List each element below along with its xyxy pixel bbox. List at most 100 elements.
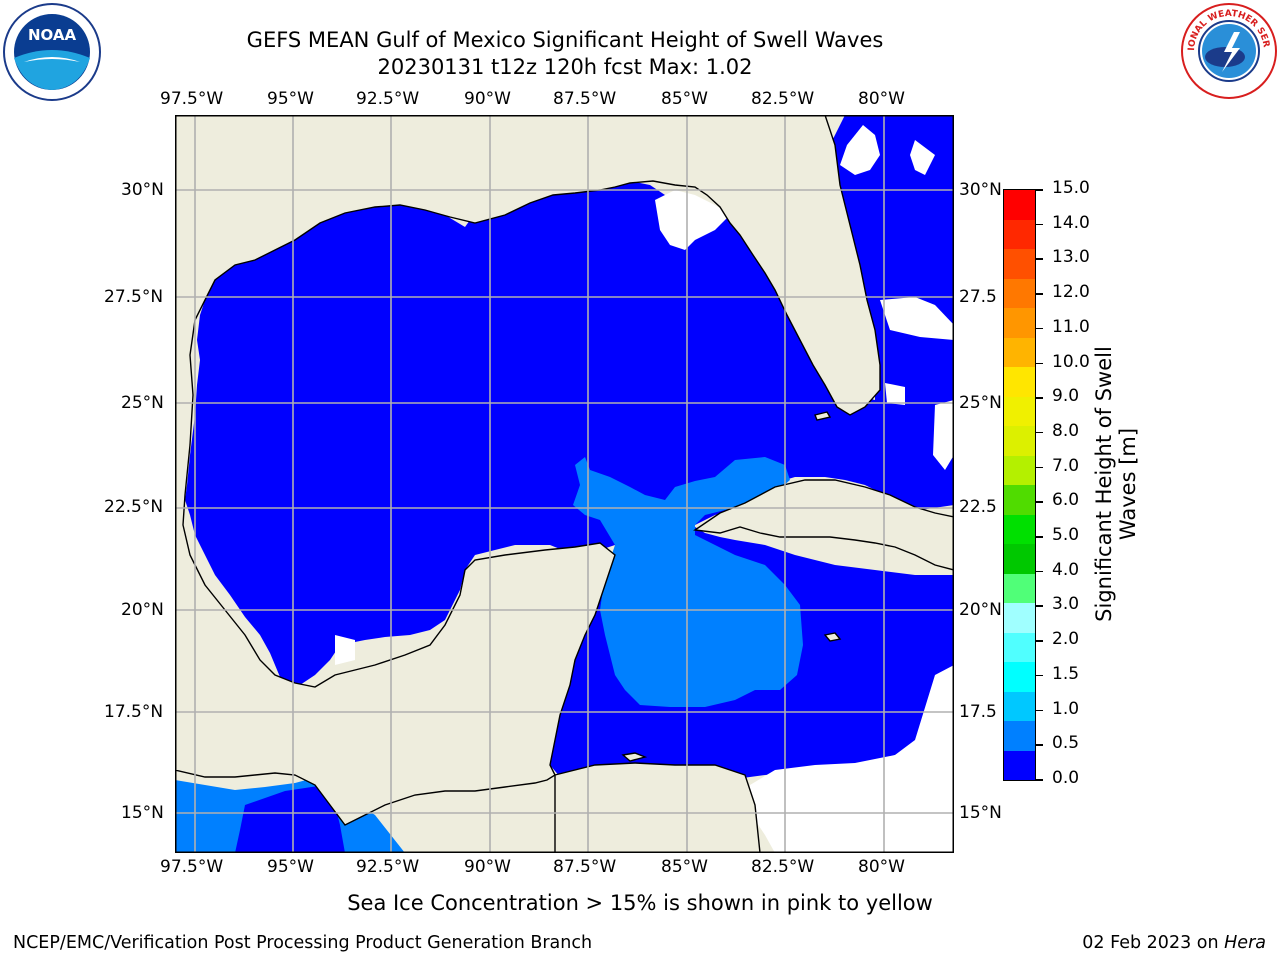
lat-label-right-1: 27.5 [959,287,997,307]
lat-label-right-0: 30°N [959,180,1002,200]
colorbar-tick [1036,431,1043,434]
lon-label-top-0: 97.5°W [160,89,224,109]
lat-label-left-1: 27.5°N [104,287,164,307]
colorbar-tick [1036,536,1043,538]
lon-label-top-1: 95°W [267,89,314,109]
colorbar-segment [1004,249,1035,279]
colorbar-tick-label: 3.0 [1052,594,1080,615]
lon-label-bottom-4: 87.5°W [553,857,617,877]
colorbar-segment [1004,367,1035,397]
colorbar-tick [1036,674,1043,677]
graticule [175,115,954,853]
colorbar-tick-label: 2.0 [1052,629,1080,650]
gulf-ocean [185,180,954,685]
colorbar-tick-label: 15.0 [1052,178,1090,198]
colorbar-segment [1004,603,1035,633]
colorbar-tick-label: 9.0 [1052,386,1080,407]
lat-label-left-0: 30°N [121,180,164,200]
colorbar-segment [1004,721,1035,751]
colorbar-segment [1004,426,1035,456]
lat-label-left-5: 17.5°N [104,702,164,722]
colorbar-segment [1004,514,1035,544]
colorbar-tick [1036,640,1043,642]
lat-label-left-2: 25°N [121,393,164,413]
colorbar [1003,189,1036,781]
colorbar-tick [1036,501,1043,503]
national-weather-service-logo-icon: NATIONAL WEATHER SERVICE [1176,0,1278,100]
map-svg [174,114,955,854]
colorbar-tick [1036,605,1043,607]
colorbar-tick-label: 10.0 [1052,351,1090,372]
no-data-patches [335,125,954,853]
lon-label-bottom-7: 80°W [858,857,905,877]
atlantic-ocean [830,115,954,477]
colorbar-tick [1036,293,1043,295]
lon-label-bottom-6: 82.5°W [751,857,815,877]
colorbar-segment [1004,396,1035,426]
colorbar-tick [1036,397,1043,399]
lat-label-right-6: 15°N [959,803,1002,823]
colorbar-segment [1004,662,1035,692]
colorbar-segment [1004,573,1035,603]
colorbar-tick-label: 0.5 [1052,733,1080,754]
colorbar-tick-label: 1.5 [1052,663,1080,684]
lon-label-top-7: 80°W [858,89,905,109]
lat-label-right-4: 20°N [959,600,1002,620]
colorbar-tick [1036,570,1043,573]
colorbar-segment [1004,308,1035,338]
lon-label-top-6: 82.5°W [751,89,815,109]
lon-label-top-3: 90°W [464,89,511,109]
lon-label-bottom-5: 85°W [661,857,708,877]
colorbar-tick [1036,709,1043,712]
colorbar-segment [1004,485,1035,515]
chart-title: GEFS MEAN Gulf of Mexico Significant Hei… [246,28,884,52]
lat-label-right-5: 17.5 [959,702,997,722]
coastlines [174,114,955,854]
colorbar-tick [1036,744,1043,746]
colorbar-tick [1036,362,1043,365]
noaa-logo-icon: NOAA [2,2,102,102]
colorbar-tick-label: 12.0 [1052,282,1090,303]
colorbar-tick [1036,223,1043,226]
lat-label-left-4: 20°N [121,600,164,620]
lon-label-bottom-1: 95°W [267,857,314,877]
noaa-logo-text: NOAA [28,26,77,44]
colorbar-tick-label: 7.0 [1052,455,1080,476]
colorbar-segment [1004,455,1035,485]
pacific-ocean-core [235,785,345,853]
colorbar-tick [1036,258,1043,260]
colorbar-segment [1004,544,1035,574]
lat-label-left-3: 22.5°N [104,497,164,517]
colorbar-tick [1036,466,1043,469]
lon-label-top-5: 85°W [661,89,708,109]
colorbar-segment [1004,632,1035,662]
colorbar-label: Significant Height of Swell Waves [m] [1092,346,1140,622]
lat-label-left-6: 15°N [121,803,164,823]
colorbar-segment [1004,337,1035,367]
chart-subtitle: 20230131 t12z 120h fcst Max: 1.02 [377,55,753,79]
lon-label-top-2: 92.5°W [356,89,420,109]
colorbar-tick-label: 5.0 [1052,525,1080,546]
footer-right: 02 Feb 2023 on Hera [1082,933,1266,953]
colorbar-tick [1036,327,1043,330]
sea-ice-note: Sea Ice Concentration > 15% is shown in … [0,891,1280,915]
map-panel [174,114,955,854]
colorbar-tick-label: 6.0 [1052,490,1080,511]
colorbar-tick-label: 8.0 [1052,420,1080,441]
swell-0.5-1.0-region [573,457,803,707]
lon-label-bottom-0: 97.5°W [160,857,224,877]
footer-left: NCEP/EMC/Verification Post Processing Pr… [13,933,593,953]
map-frame [175,115,954,853]
lon-label-bottom-3: 90°W [464,857,511,877]
lon-label-bottom-2: 92.5°W [356,857,420,877]
colorbar-tick [1036,189,1043,191]
colorbar-tick-label: 1.0 [1052,698,1080,719]
footer-date: 02 Feb 2023 on [1082,933,1225,953]
lat-label-right-3: 22.5 [959,497,997,517]
colorbar-segment [1004,219,1035,249]
colorbar-tick-label: 13.0 [1052,247,1090,268]
colorbar-tick-label: 14.0 [1052,212,1090,233]
lat-label-right-2: 25°N [959,393,1002,413]
colorbar-ticks: 15.0 14.0 13.0 12.0 11.0 10.0 9.0 8.0 7.0 6.0 5.0 4… [1036,178,1116,788]
sea-ice-note-text: Sea Ice Concentration > 15% is shown in … [347,891,933,915]
